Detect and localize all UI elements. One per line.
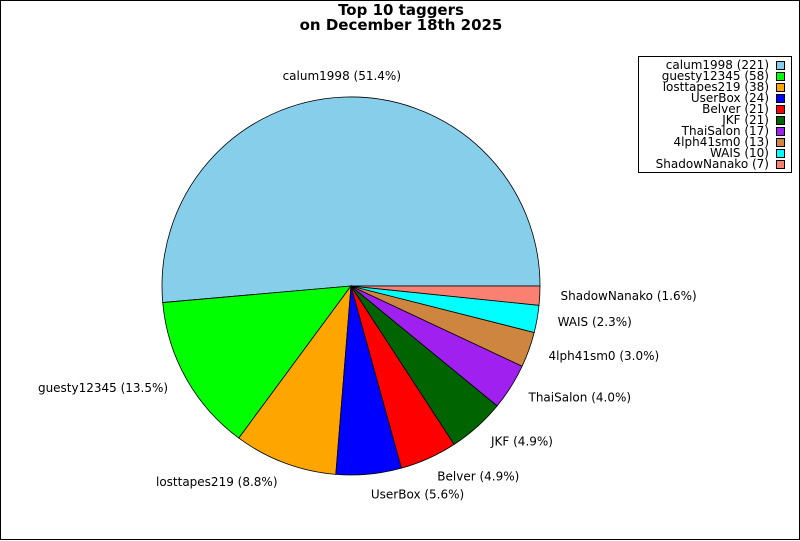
chart-title: Top 10 taggers on December 18th 2025 — [1, 3, 800, 33]
pie-label-guesty12345: guesty12345 (13.5%) — [38, 381, 168, 395]
pie-slice-losttapes219 — [238, 284, 352, 475]
legend-swatch — [776, 61, 785, 70]
pie-label-4lph41sm0: 4lph41sm0 (3.0%) — [549, 349, 660, 363]
legend-item-4lph41sm0: 4lph41sm0 (13) — [639, 135, 791, 149]
legend-swatch — [776, 105, 785, 114]
legend-item-calum1998: calum1998 (221) — [639, 58, 791, 72]
legend-swatch — [776, 127, 785, 136]
legend-swatch — [776, 116, 785, 125]
legend-label: Belver (21) — [702, 102, 769, 116]
legend-item-JKF: JKF (21) — [639, 113, 791, 127]
chart-title-line2: on December 18th 2025 — [299, 16, 503, 34]
pie-label-ShadowNanako: ShadowNanako (1.6%) — [561, 289, 697, 303]
legend-item-ThaiSalon: ThaiSalon (17) — [639, 124, 791, 138]
pie-label-losttapes219: losttapes219 (8.8%) — [156, 475, 278, 489]
legend-label: 4lph41sm0 (13) — [673, 135, 769, 149]
legend-item-losttapes219: losttapes219 (38) — [639, 80, 791, 94]
chart-legend: calum1998 (221) guesty12345 (58) losttapes… — [638, 56, 792, 173]
legend-label: ThaiSalon (17) — [681, 124, 769, 138]
legend-swatch — [776, 83, 785, 92]
legend-label: WAIS (10) — [709, 146, 769, 160]
legend-label: calum1998 (221) — [665, 58, 769, 72]
legend-label: losttapes219 (38) — [662, 80, 769, 94]
legend-item-UserBox: UserBox (24) — [639, 91, 791, 105]
legend-item-Belver: Belver (21) — [639, 102, 791, 116]
legend-item-ShadowNanako: ShadowNanako (7) — [639, 157, 791, 171]
legend-swatch — [776, 94, 785, 103]
legend-label: guesty12345 (58) — [661, 69, 769, 83]
pie-label-UserBox: UserBox (5.6%) — [371, 487, 464, 501]
legend-label: ShadowNanako (7) — [655, 157, 769, 171]
legend-label: JKF (21) — [722, 113, 769, 127]
pie-slice-ShadowNanako — [350, 285, 541, 306]
legend-swatch — [776, 138, 785, 147]
pie-slice-calum1998 — [161, 96, 541, 303]
pie-label-ThaiSalon: ThaiSalon (4.0%) — [528, 390, 632, 404]
chart-title-line1: Top 10 taggers — [338, 1, 464, 19]
pie-label-JKF: JKF (4.9%) — [490, 435, 553, 449]
pie-label-WAIS: WAIS (2.3%) — [558, 315, 632, 329]
pie-label-calum1998: calum1998 (51.4%) — [283, 69, 401, 83]
legend-swatch — [776, 72, 785, 81]
legend-item-WAIS: WAIS (10) — [639, 146, 791, 160]
pie-slice-guesty12345 — [162, 285, 352, 439]
pie-label-Belver: Belver (4.9%) — [437, 470, 519, 484]
legend-swatch — [776, 149, 785, 158]
legend-item-guesty12345: guesty12345 (58) — [639, 69, 791, 83]
legend-swatch — [776, 160, 785, 169]
legend-label: UserBox (24) — [690, 91, 769, 105]
